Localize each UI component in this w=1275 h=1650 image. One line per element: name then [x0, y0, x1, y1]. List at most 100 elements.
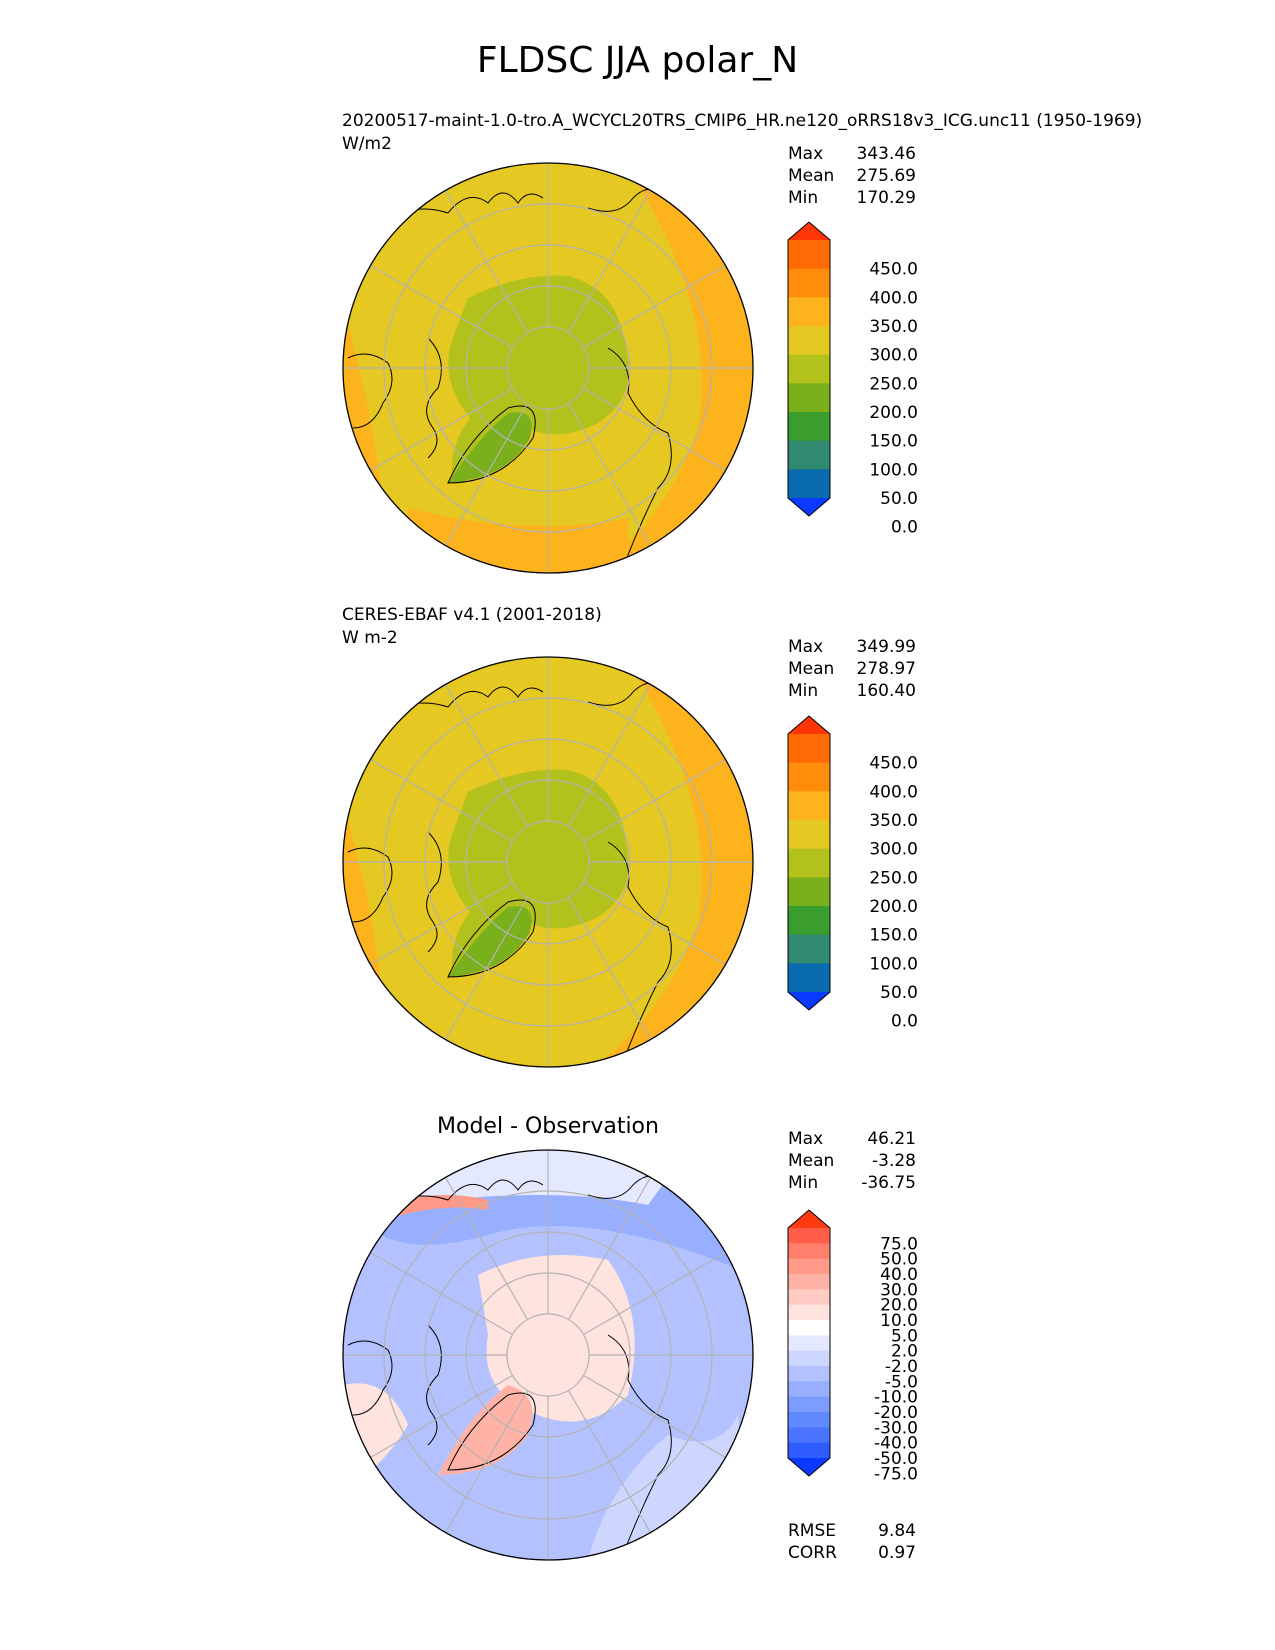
colorbar-swatch: [788, 297, 830, 327]
map-boundary: [342, 656, 754, 1068]
reference-panel-title: CERES-EBAF v4.1 (2001-2018): [342, 605, 602, 625]
meridian-line: [583, 881, 726, 966]
meridian-line: [370, 1374, 513, 1459]
colorbar-tick-label: 40.0: [880, 1265, 918, 1285]
coastline: [387, 192, 544, 219]
colorbar-swatch: [788, 383, 830, 413]
meridian-line: [444, 897, 529, 1040]
meridian-line: [567, 403, 652, 546]
colorbar-tick-label: 300.0: [869, 840, 918, 860]
colorbar-tick-label: 2.0: [891, 1342, 918, 1362]
colorbar-tick-label: 300.0: [869, 346, 918, 366]
colorbar-swatch: [788, 1228, 830, 1244]
colorbar-swatch: [788, 963, 830, 993]
colorbar-tick-label: 250.0: [869, 868, 918, 888]
map-boundary: [342, 1149, 754, 1561]
difference-polar-map: [342, 1149, 754, 1561]
colorbar-tick-label: -30.0: [874, 1418, 918, 1438]
test-polar-map: [342, 162, 754, 574]
meridian-line: [567, 897, 652, 1040]
meridian-line: [583, 387, 726, 472]
colorbar-0: 450.0 400.0 350.0 300.0 250.0 200.0 150.0 100.0…: [787, 221, 918, 538]
meridian-line: [444, 1177, 529, 1320]
colorbar-tick-label: 50.0: [880, 983, 918, 1003]
meridian-line: [444, 1390, 529, 1533]
colorbar-2: 75.050.040.030.020.010.05.02.0-2.0-5.0-1…: [787, 1209, 918, 1484]
meridian-line: [567, 1177, 652, 1320]
colorbar-extend-max: [788, 222, 830, 240]
colorbar-swatch: [788, 440, 830, 470]
colorbar-swatch: [788, 1335, 830, 1352]
colorbar-swatch: [788, 1366, 830, 1382]
figure-title: FLDSC JJA polar_N: [476, 40, 799, 81]
colorbar-tick-label: 30.0: [880, 1280, 918, 1300]
colorbar-tick-label: 250.0: [869, 374, 918, 394]
greenland-low-region: [448, 412, 532, 483]
colorbar-tick-label: 400.0: [869, 782, 918, 802]
colorbar-tick-label: -20.0: [874, 1403, 918, 1423]
colorbar-swatch: [788, 1381, 830, 1398]
colorbar-tick-label: 400.0: [869, 288, 918, 308]
colorbar-extend-max: [788, 716, 830, 734]
colorbar-tick-label: 100.0: [869, 954, 918, 974]
coastline: [426, 337, 442, 459]
coastline: [347, 1340, 393, 1416]
coastline: [447, 405, 536, 484]
colorbar-swatch: [788, 268, 830, 298]
meridian-line: [370, 264, 513, 349]
colorbar-tick-label: 350.0: [869, 811, 918, 831]
colorbar-swatch: [788, 1427, 830, 1444]
test-stats: Max 343.46 Mean 275.69 Min 170.29: [788, 144, 916, 208]
colorbar-tick-label: 75.0: [880, 1234, 918, 1254]
greenland-positive-region: [438, 1385, 533, 1475]
coastline: [597, 347, 672, 573]
coastline: [447, 899, 536, 978]
map-boundary: [342, 162, 754, 574]
warm-region: [588, 657, 753, 1067]
colorbar-tick-label: 100.0: [869, 460, 918, 480]
meridian-line: [444, 684, 529, 827]
colorbar-outline: [787, 1209, 831, 1477]
colorbar-swatch: [788, 1350, 830, 1367]
colorbar-swatch: [788, 791, 830, 821]
colorbar-tick-label: -50.0: [874, 1449, 918, 1469]
meridian-line: [444, 190, 529, 333]
colorbar-tick-label: 350.0: [869, 317, 918, 337]
colorbar-swatch: [788, 848, 830, 878]
reference-stats: Max 349.99 Mean 278.97 Min 160.40: [788, 637, 916, 701]
meridian-line: [583, 1251, 726, 1336]
reference-panel-units: W m-2: [342, 628, 398, 648]
meridian-line: [370, 1251, 513, 1336]
coastline: [387, 686, 544, 713]
difference-panel-title: Model - Observation: [437, 1114, 659, 1139]
colorbar-swatch: [788, 240, 830, 270]
colorbar-tick-label: -5.0: [885, 1372, 918, 1392]
greenland-low-region: [448, 906, 532, 977]
difference-metrics: RMSE 9.84 CORR 0.97: [788, 1521, 916, 1563]
coastline: [347, 847, 393, 923]
colorbar-outline: [787, 715, 831, 1011]
colorbar-tick-label: 0.0: [891, 1012, 918, 1032]
reference-polar-map: [342, 656, 754, 1068]
colorbar-1: 450.0 400.0 350.0 300.0 250.0 200.0 150.0 100.0…: [787, 715, 918, 1032]
colorbar-tick-label: 150.0: [869, 926, 918, 946]
colorbar-swatch: [788, 762, 830, 792]
meridian-line: [583, 1374, 726, 1459]
colorbar-swatch: [788, 1412, 830, 1428]
colorbar-swatch: [788, 734, 830, 764]
colorbar-swatch: [788, 1289, 830, 1306]
colorbar-tick-label: -2.0: [885, 1357, 918, 1377]
meridian-line: [370, 387, 513, 472]
colorbar-swatch: [788, 934, 830, 964]
warm-region: [588, 163, 753, 573]
colorbar-extend-max: [788, 1210, 830, 1228]
colorbar-swatch: [788, 877, 830, 907]
meridian-line: [583, 264, 726, 349]
test-panel-units: W/m2: [342, 134, 392, 154]
colorbar-tick-label: -10.0: [874, 1388, 918, 1408]
colorbar-swatch: [788, 1442, 830, 1459]
meridian-line: [567, 190, 652, 333]
meridian-line: [370, 881, 513, 966]
colorbar-swatch: [788, 1304, 830, 1321]
colorbar-swatch: [788, 1396, 830, 1413]
